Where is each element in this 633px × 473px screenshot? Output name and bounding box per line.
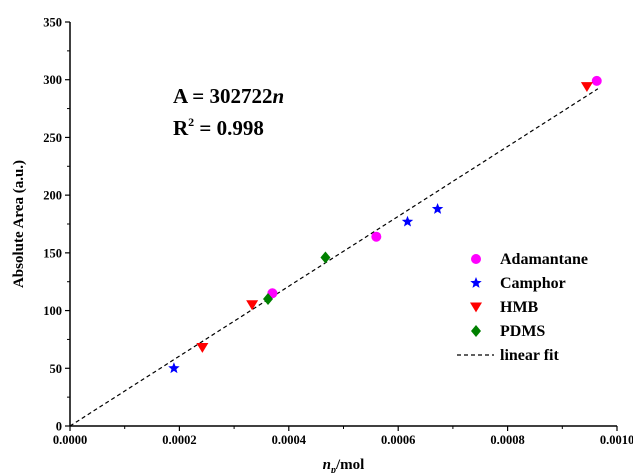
- legend-label-linear-fit: linear fit: [500, 347, 559, 364]
- y-tick-label: 300: [43, 73, 62, 87]
- camphor-point: [168, 362, 180, 374]
- legend-label-adamantane: Adamantane: [500, 251, 588, 268]
- r-squared-value: = 0.998: [194, 116, 264, 140]
- x-tick-label: 0.0002: [162, 433, 196, 447]
- data-points: [168, 75, 602, 374]
- hmb-point: [246, 300, 259, 311]
- legend-marker-pdms: [471, 325, 481, 337]
- adamantane-point: [371, 231, 382, 242]
- hmb-point: [196, 343, 209, 353]
- y-tick-label: 350: [43, 16, 62, 30]
- x-axis-label-var: n: [323, 457, 331, 473]
- legend-marker-hmb: [470, 302, 482, 313]
- x-axis-label-sub: p: [330, 465, 336, 473]
- r-squared: R2 = 0.998: [173, 115, 264, 140]
- fit-equation: A = 302722n: [173, 84, 284, 108]
- x-tick-label: 0.0000: [53, 433, 87, 447]
- legend-marker-adamantane: [471, 254, 481, 264]
- adamantane-point: [591, 75, 602, 86]
- legend-marker-camphor: [470, 277, 482, 288]
- r-squared-symbol: R: [173, 116, 189, 140]
- hmb-point: [580, 82, 593, 93]
- axes: [69, 22, 617, 427]
- x-axis-label-unit: /mol: [335, 457, 364, 473]
- y-tick-label: 200: [43, 189, 62, 203]
- x-tick-label: 0.0010: [600, 433, 633, 447]
- camphor-point: [401, 215, 414, 227]
- r-squared-sup: 2: [188, 115, 194, 129]
- y-tick-label: 50: [50, 362, 63, 376]
- x-tick-label: 0.0006: [381, 433, 415, 447]
- x-tick-label: 0.0008: [490, 433, 524, 447]
- pdms-point: [320, 251, 331, 264]
- y-tick-label: 100: [43, 304, 62, 318]
- legend-label-pdms: PDMS: [500, 323, 545, 340]
- fit-equation-text: A = 302722: [173, 84, 272, 108]
- fit-line: [69, 88, 599, 427]
- legend: Adamantane Camphor HMB PDMS linear fit: [457, 251, 588, 364]
- axis-ticks: 0.0000 0.0002 0.0004 0.0006 0.0008 0.0010 0 50 1…: [43, 16, 633, 448]
- y-axis-label: Absolute Area (a.u.): [11, 160, 27, 288]
- fit-equation-var: n: [272, 84, 284, 108]
- x-axis-label: np/mol: [323, 457, 365, 473]
- legend-label-camphor: Camphor: [500, 275, 566, 292]
- camphor-point: [431, 202, 444, 214]
- x-tick-label: 0.0004: [272, 433, 307, 447]
- fit-line-group: [69, 88, 599, 427]
- pdms-point: [263, 293, 274, 306]
- legend-label-hmb: HMB: [500, 299, 539, 316]
- y-tick-label: 150: [43, 246, 62, 260]
- y-tick-label: 0: [56, 420, 62, 434]
- y-tick-label: 250: [43, 131, 62, 145]
